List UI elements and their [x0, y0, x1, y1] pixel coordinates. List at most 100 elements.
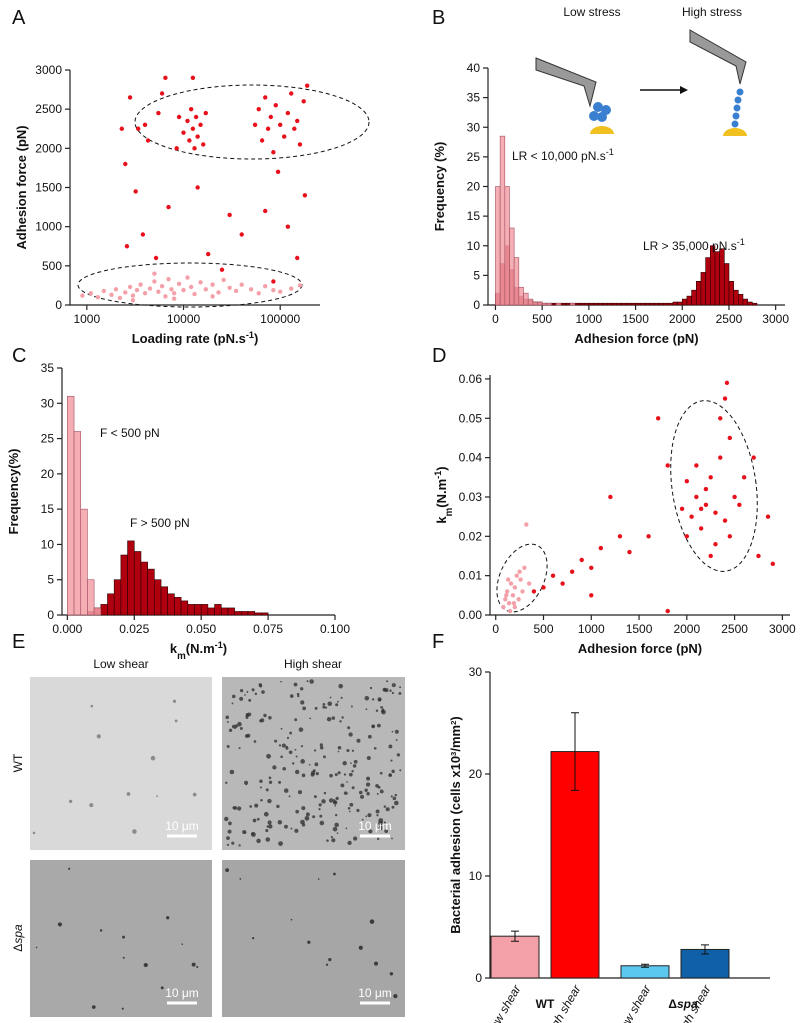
bar: [649, 302, 655, 306]
point: [263, 284, 268, 289]
speck: [246, 691, 249, 693]
speck: [345, 827, 348, 830]
speck: [319, 743, 323, 747]
point: [503, 597, 508, 602]
y-tick-label: 0: [475, 971, 482, 985]
bar: [555, 302, 562, 306]
speck: [341, 716, 344, 719]
column-label: High shear: [284, 657, 342, 671]
text-part: -1: [606, 147, 614, 157]
x-tick-label: 1500: [626, 622, 653, 636]
point: [153, 255, 159, 261]
text-part: -1: [246, 330, 254, 340]
speck: [237, 806, 242, 811]
x-tick-label: 1000: [576, 312, 603, 326]
cell: [590, 126, 614, 134]
speck: [232, 806, 236, 810]
text-part: -1: [433, 471, 443, 479]
point: [722, 518, 728, 523]
speck: [342, 761, 347, 766]
panel-letter: A: [12, 7, 26, 29]
speck: [374, 961, 379, 966]
group-label: WT: [536, 997, 555, 1011]
text-part: Adhesion force (pN): [578, 641, 702, 656]
y-tick-label: 0: [473, 298, 480, 312]
bar: [113, 579, 122, 616]
point: [665, 463, 670, 468]
bar: [663, 302, 669, 306]
speck: [347, 726, 351, 730]
y-tick-label: 20: [467, 180, 481, 194]
speck: [259, 719, 263, 723]
micrograph: [222, 677, 405, 850]
bar: [537, 301, 543, 306]
point: [694, 463, 699, 468]
point: [156, 110, 161, 116]
y-tick-label: 2500: [35, 102, 62, 116]
speck: [231, 694, 236, 699]
x-tick-label: 1500: [622, 312, 649, 326]
speck: [391, 837, 393, 840]
y-tick-label: 25: [41, 432, 55, 446]
bar: [709, 245, 716, 306]
point: [541, 585, 546, 590]
y-tick-label: 10: [467, 239, 481, 253]
speck: [259, 786, 262, 789]
bar: [616, 302, 622, 306]
speck: [227, 829, 232, 834]
speck: [385, 807, 390, 812]
bar: [532, 301, 538, 306]
text-part: spa: [11, 924, 25, 944]
bar: [523, 292, 529, 306]
speck: [99, 929, 103, 932]
y-tick-label: 0.03: [459, 490, 483, 504]
point: [732, 494, 737, 500]
speck: [302, 706, 307, 711]
bar: [87, 579, 95, 616]
speck: [290, 918, 293, 921]
bar: [700, 272, 706, 306]
speck: [340, 696, 343, 699]
point: [216, 290, 221, 295]
y-tick-label: 5: [47, 573, 54, 587]
bar: [509, 227, 515, 306]
speck: [353, 759, 358, 764]
point: [133, 189, 138, 194]
x-tick-label: 3000: [762, 312, 789, 326]
speck: [384, 688, 389, 693]
x-tick-label: 0.050: [186, 622, 216, 636]
bar: [200, 604, 209, 616]
speck: [376, 792, 379, 795]
bar: [214, 604, 222, 616]
speck: [244, 734, 249, 738]
speck: [317, 878, 320, 880]
panel-letter: B: [432, 7, 445, 29]
speck: [356, 808, 360, 813]
y-tick-label: 25: [467, 150, 481, 164]
speck: [265, 837, 271, 842]
bar: [691, 289, 697, 306]
point: [741, 475, 747, 480]
point: [292, 126, 297, 131]
speck: [349, 772, 353, 777]
point: [138, 282, 143, 287]
speck: [291, 762, 295, 765]
point: [145, 138, 151, 143]
speck: [390, 759, 393, 762]
point: [190, 75, 196, 81]
point: [219, 267, 225, 272]
speck: [268, 780, 273, 784]
speck: [343, 791, 348, 795]
point: [263, 208, 268, 214]
error-bar: [571, 712, 579, 791]
x-tick-label: 1000: [73, 312, 100, 326]
column-label: Low shear: [93, 657, 148, 671]
speck: [300, 745, 304, 748]
point: [522, 565, 527, 570]
text-part: -1: [215, 640, 223, 650]
point: [512, 585, 518, 590]
text-part: ): [434, 466, 449, 470]
speck: [326, 716, 332, 722]
text-part: WT: [536, 997, 555, 1011]
speck: [371, 698, 375, 701]
